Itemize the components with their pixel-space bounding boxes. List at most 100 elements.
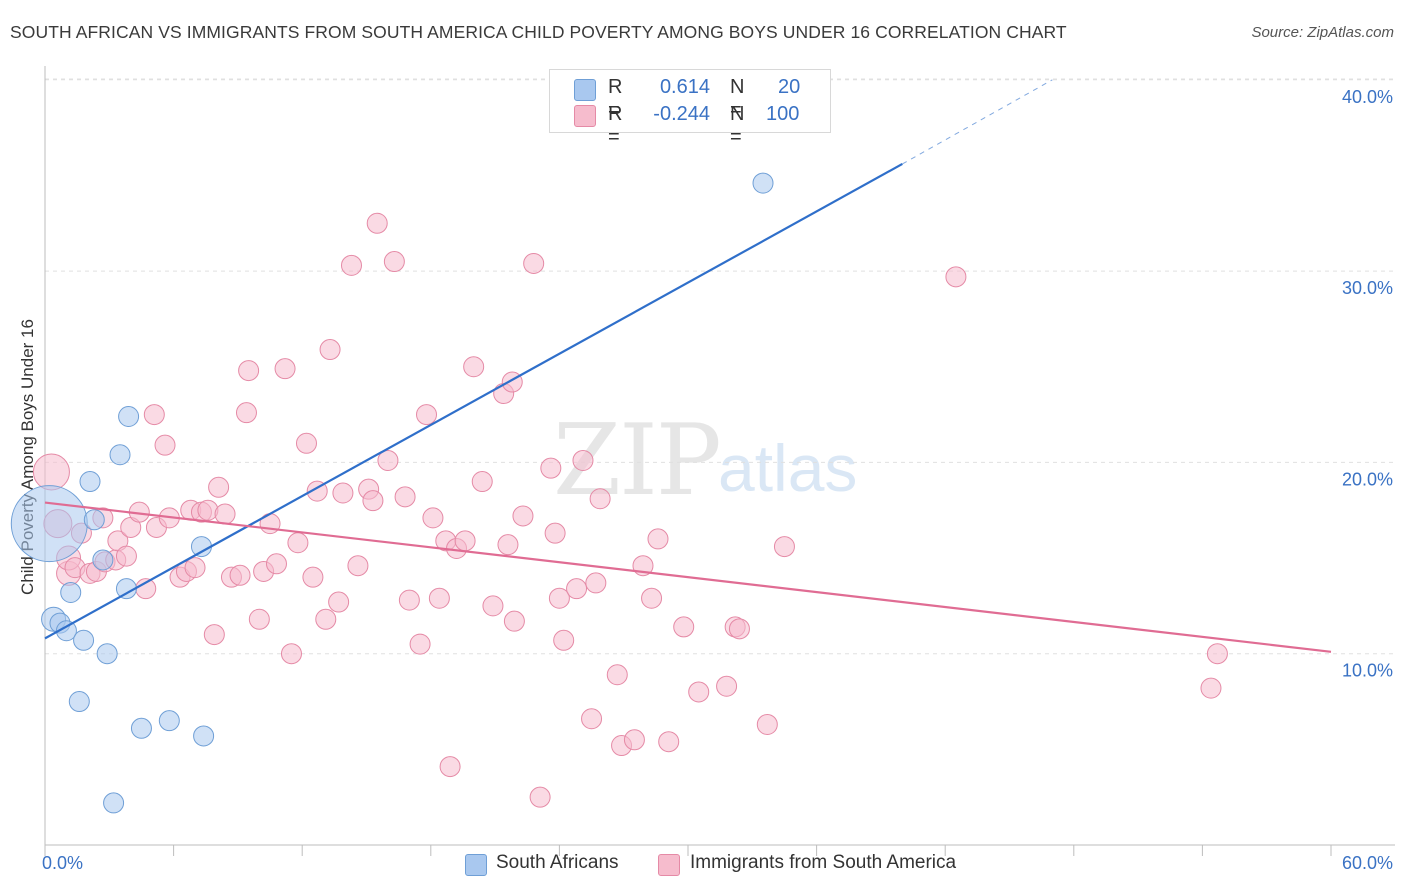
data-point-south-african xyxy=(103,792,125,814)
data-point-immigrants xyxy=(214,503,236,525)
data-point-immigrants xyxy=(398,589,420,611)
data-point-south-african xyxy=(83,509,105,531)
data-point-south-african xyxy=(92,549,114,571)
data-point-immigrants xyxy=(581,708,603,730)
data-point-immigrants xyxy=(422,507,444,529)
data-point-south-african xyxy=(130,717,152,739)
data-point-south-african xyxy=(158,710,180,732)
y-tick-label: 10.0% xyxy=(1342,661,1393,681)
data-point-immigrants xyxy=(471,471,493,493)
data-point-immigrants xyxy=(945,266,967,288)
data-point-immigrants xyxy=(295,432,317,454)
data-point-immigrants xyxy=(606,664,628,686)
data-point-immigrants xyxy=(197,499,219,521)
data-point-immigrants xyxy=(362,490,384,512)
data-point-immigrants xyxy=(328,591,350,613)
data-point-immigrants xyxy=(566,578,588,600)
data-point-immigrants xyxy=(377,449,399,471)
data-point-immigrants xyxy=(439,756,461,778)
data-point-south-african xyxy=(60,581,82,603)
data-point-immigrants xyxy=(572,449,594,471)
data-point-immigrants xyxy=(503,610,525,632)
correlation-legend: R = 0.614 N = 20 R = -0.244 N = 100 xyxy=(549,69,831,148)
data-point-immigrants xyxy=(589,488,611,510)
data-point-immigrants xyxy=(274,358,296,380)
data-point-immigrants xyxy=(463,356,485,378)
data-point-south-african xyxy=(109,444,131,466)
legend-r-label: R = xyxy=(608,103,623,148)
data-point-immigrants xyxy=(428,587,450,609)
data-point-immigrants xyxy=(203,624,225,646)
y-tick-label: 20.0% xyxy=(1342,469,1393,489)
data-point-south-african xyxy=(752,172,774,194)
data-point-immigrants xyxy=(280,643,302,665)
data-point-immigrants xyxy=(332,482,354,504)
trendline-south-africans xyxy=(44,163,903,640)
data-point-immigrants xyxy=(544,522,566,544)
data-point-immigrants xyxy=(548,587,570,609)
x-tick-label: 60.0% xyxy=(1342,853,1393,873)
data-point-immigrants xyxy=(265,553,287,575)
data-point-immigrants xyxy=(647,528,669,550)
data-point-south-african xyxy=(96,643,118,665)
legend-r-label: R = xyxy=(608,76,623,121)
y-tick-label: 30.0% xyxy=(1342,278,1393,298)
data-point-immigrants xyxy=(366,212,388,234)
data-point-immigrants xyxy=(287,532,309,554)
data-point-immigrants xyxy=(454,530,476,552)
source-label: Source: ZipAtlas.com xyxy=(1251,24,1394,41)
legend-n-value: 100 xyxy=(766,103,800,125)
legend-swatch-blue xyxy=(574,79,596,101)
trendline-immigrants xyxy=(44,501,1332,653)
legend-n-value: 20 xyxy=(778,76,801,98)
legend-swatch-pink xyxy=(574,105,596,127)
y-tick-label: 40.0% xyxy=(1342,87,1393,107)
data-point-immigrants xyxy=(585,572,607,594)
data-point-immigrants xyxy=(315,608,337,630)
data-point-immigrants xyxy=(208,476,230,498)
data-point-immigrants xyxy=(394,486,416,508)
data-point-immigrants xyxy=(319,339,341,361)
data-point-immigrants xyxy=(248,608,270,630)
bottom-legend-swatch-blue xyxy=(465,854,487,876)
data-point-immigrants xyxy=(154,434,176,456)
watermark-atlas: atlas xyxy=(718,431,858,505)
data-point-immigrants xyxy=(235,402,257,424)
data-point-south-african xyxy=(73,629,95,651)
data-point-immigrants xyxy=(229,564,251,586)
data-point-immigrants xyxy=(658,731,680,753)
data-point-immigrants xyxy=(773,536,795,558)
data-point-immigrants xyxy=(716,675,738,697)
legend-r-value: 0.614 xyxy=(659,76,710,98)
x-tick-label: 0.0% xyxy=(42,853,83,873)
data-point-immigrants xyxy=(641,587,663,609)
data-point-immigrants xyxy=(482,595,504,617)
data-point-south-african xyxy=(193,725,215,747)
data-point-immigrants xyxy=(756,713,778,735)
data-point-immigrants xyxy=(673,616,695,638)
bottom-legend-series2: Immigrants from South America xyxy=(690,852,957,873)
bottom-legend-swatch-pink xyxy=(658,854,680,876)
legend-r-value: -0.244 xyxy=(653,103,710,125)
data-point-immigrants xyxy=(340,254,362,276)
data-point-immigrants xyxy=(728,618,750,640)
trendline-south-africans-extension xyxy=(902,79,1053,165)
data-point-immigrants xyxy=(302,566,324,588)
data-point-immigrants xyxy=(1200,677,1222,699)
data-point-immigrants xyxy=(383,251,405,273)
data-point-immigrants xyxy=(184,557,206,579)
data-point-immigrants xyxy=(623,729,645,751)
data-point-immigrants xyxy=(143,404,165,426)
data-point-immigrants xyxy=(553,629,575,651)
legend-n-label: N = xyxy=(730,103,745,148)
data-point-immigrants xyxy=(416,404,438,426)
data-point-south-african xyxy=(68,691,90,713)
data-point-immigrants xyxy=(409,633,431,655)
data-point-immigrants xyxy=(115,545,137,567)
data-point-immigrants xyxy=(512,505,534,527)
data-point-immigrants xyxy=(540,457,562,479)
data-point-south-african xyxy=(118,405,140,427)
data-point-immigrants xyxy=(238,360,260,382)
data-point-immigrants xyxy=(32,453,70,491)
